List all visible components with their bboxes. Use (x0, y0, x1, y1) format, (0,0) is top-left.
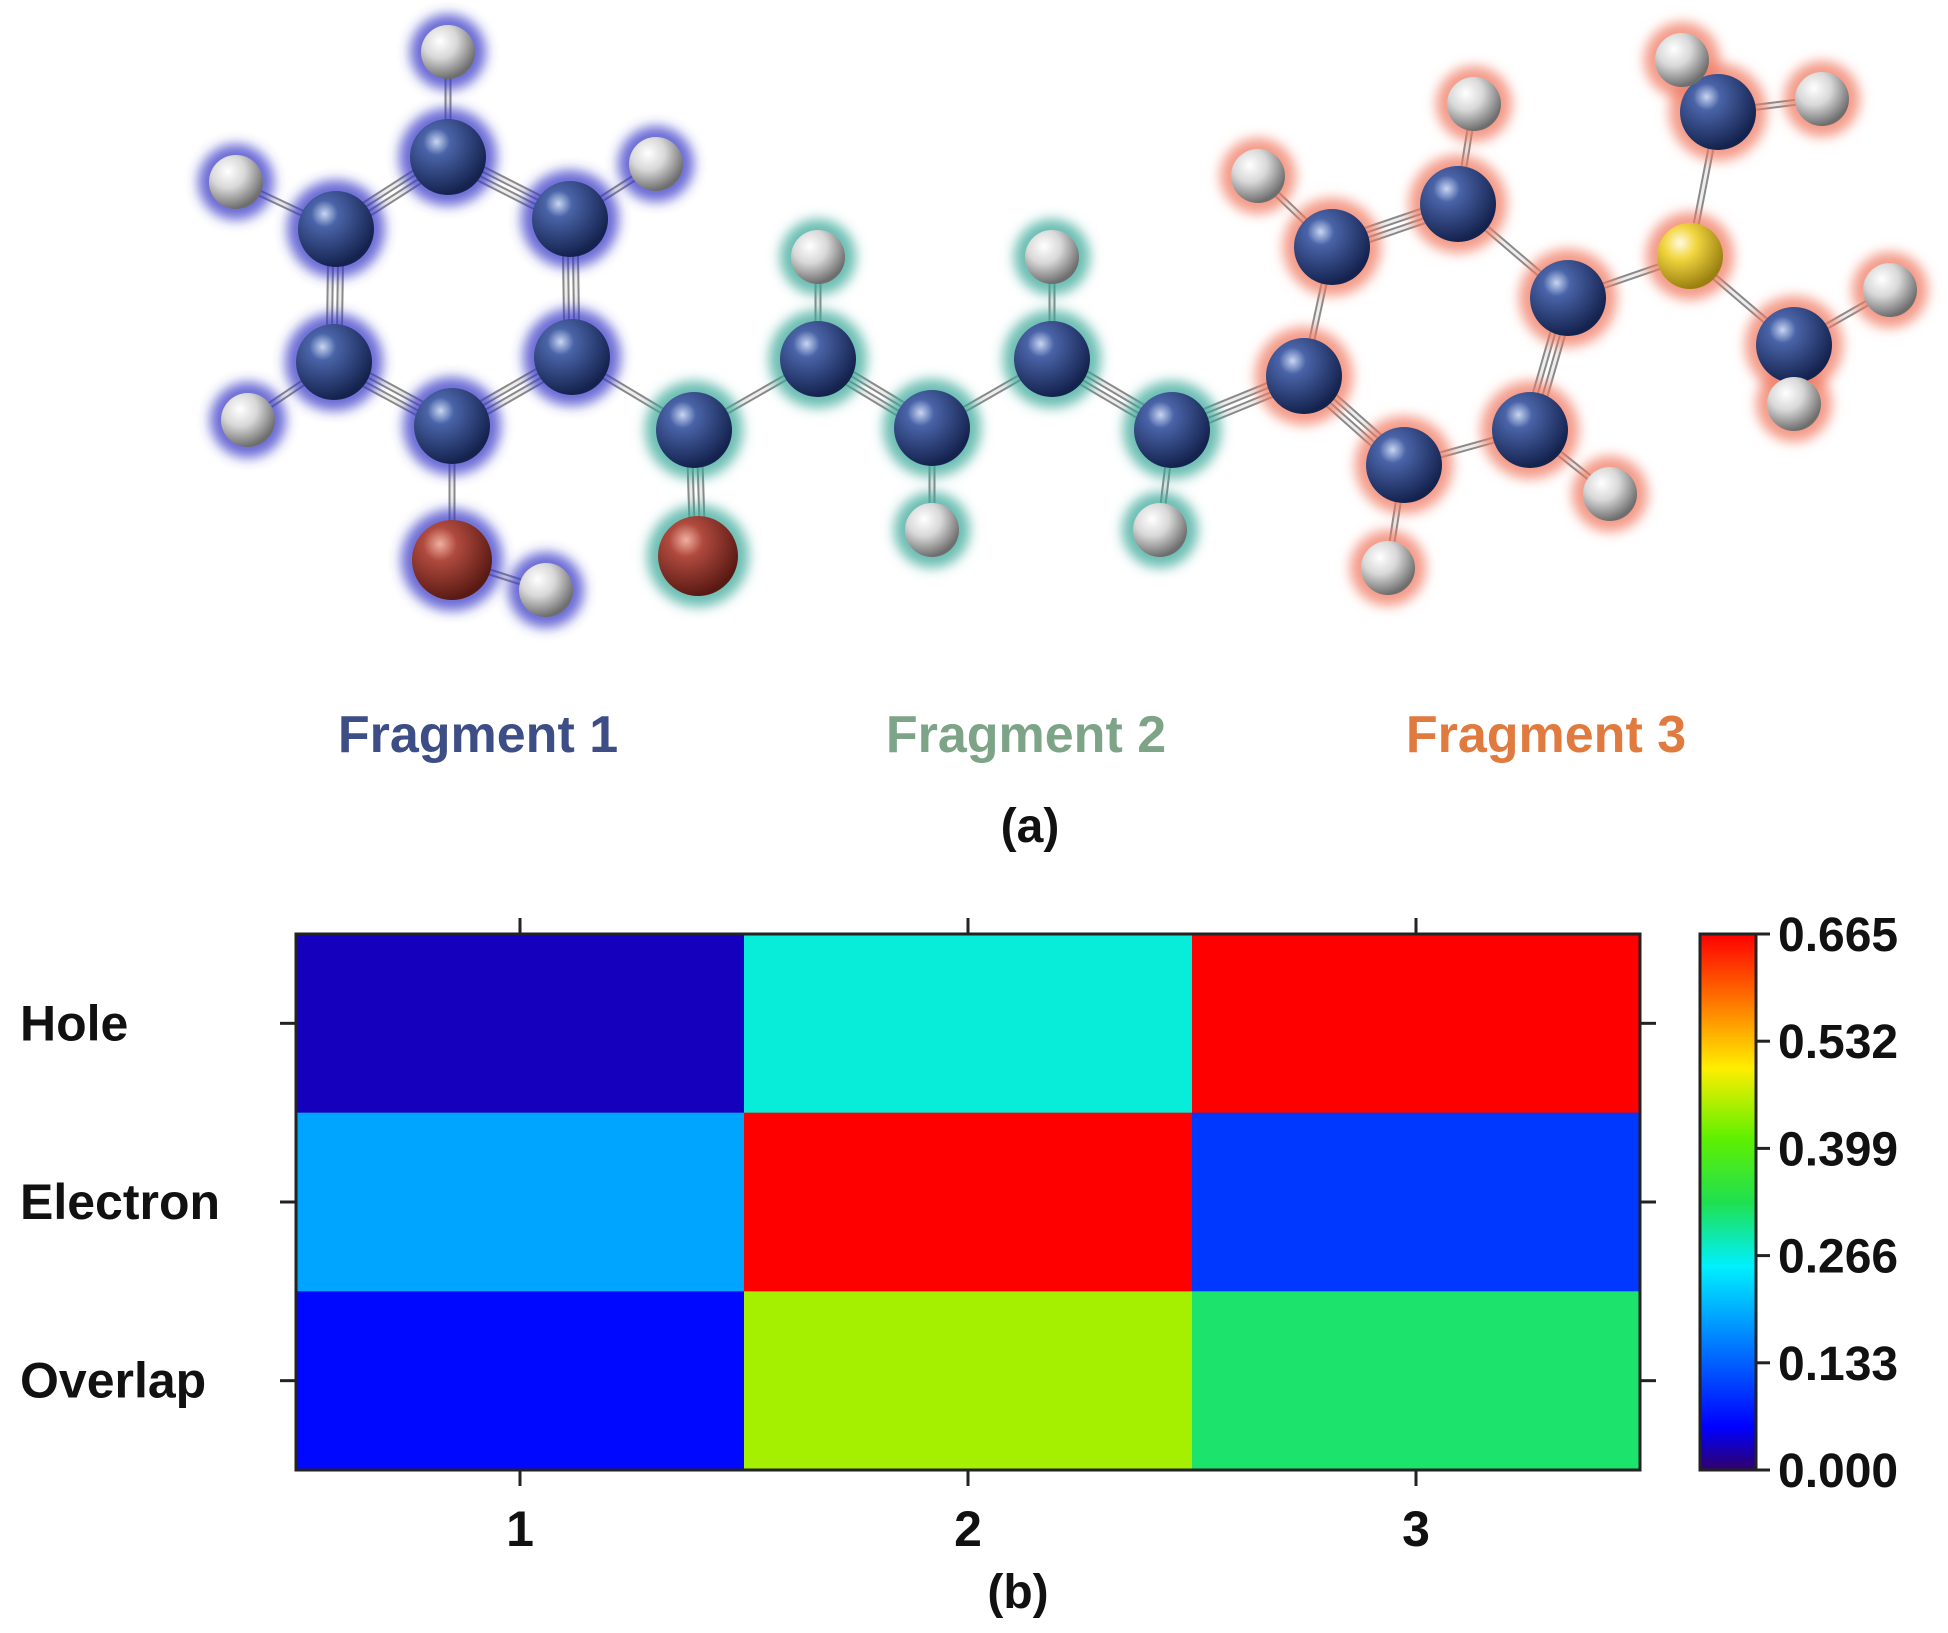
heatmap-cell-overlap-2 (744, 1291, 1193, 1471)
panel-a-caption: (a) (1001, 800, 1060, 853)
colorbar-tick-label: 0.532 (1778, 1016, 1898, 1069)
hydrogen-atom (1863, 263, 1917, 317)
carbon-atom (1266, 338, 1342, 414)
hydrogen-atom (221, 393, 275, 447)
carbon-atom (296, 324, 372, 400)
colorbar-tick-label: 0.399 (1778, 1123, 1898, 1176)
hydrogen-atom (519, 563, 573, 617)
carbon-atom (1492, 392, 1568, 468)
row-label-hole: Hole (20, 995, 128, 1051)
heatmap-cell-hole-1 (296, 934, 745, 1114)
colorbar-gradient (1698, 932, 1758, 1472)
hydrogen-atom (1795, 72, 1849, 126)
carbon-atom (1294, 209, 1370, 285)
hydrogen-atom (1583, 467, 1637, 521)
colorbar-tick-label: 0.665 (1778, 909, 1898, 962)
row-label-overlap: Overlap (20, 1353, 206, 1409)
oxygen-atom (412, 520, 492, 600)
row-label-electron: Electron (20, 1174, 220, 1230)
column-label-2: 2 (954, 1501, 982, 1557)
carbon-atom (298, 191, 374, 267)
carbon-atom (894, 390, 970, 466)
hydrogen-atom (1231, 149, 1285, 203)
oxygen-atom (658, 516, 738, 596)
heatmap-cell-hole-2 (744, 934, 1193, 1114)
hydrogen-atom (629, 137, 683, 191)
heatmap-cell-hole-3 (1192, 934, 1641, 1114)
heatmap-cell-overlap-1 (296, 1291, 745, 1471)
carbon-atom (1680, 74, 1756, 150)
molecule-structure (198, 14, 1928, 628)
colorbar-tick-label: 0.133 (1778, 1338, 1898, 1391)
hydrogen-atom (905, 503, 959, 557)
carbon-atom (1134, 392, 1210, 468)
column-label-1: 1 (506, 1501, 534, 1557)
hydrogen-atom (1447, 77, 1501, 131)
hydrogen-atom (1025, 230, 1079, 284)
heatmap-cell-electron-3 (1192, 1112, 1641, 1292)
carbon-atom (1014, 321, 1090, 397)
carbon-atom (780, 321, 856, 397)
hydrogen-atom (1133, 503, 1187, 557)
colorbar-tick-label: 0.266 (1778, 1231, 1898, 1284)
carbon-atom (534, 319, 610, 395)
heatmap-cell-electron-2 (744, 1112, 1193, 1292)
column-label-3: 3 (1402, 1501, 1430, 1557)
fragment-legend: Fragment 1 Fragment 2 Fragment 3 (338, 706, 1686, 764)
heatmap: Hole Electron Overlap 1 2 3 (20, 918, 1656, 1557)
hydrogen-atom (1655, 33, 1709, 87)
fragment-3-label: Fragment 3 (1406, 706, 1686, 764)
carbon-atom (1530, 260, 1606, 336)
colorbar-tick-label: 0.000 (1778, 1445, 1898, 1498)
fragment-1-label: Fragment 1 (338, 706, 618, 764)
carbon-atom (532, 181, 608, 257)
heatmap-cell-electron-1 (296, 1112, 745, 1292)
colorbar: 0.000 0.133 0.266 0.399 0.532 0.665 (1698, 909, 1898, 1498)
hydrogen-atom (1361, 541, 1415, 595)
hydrogen-atom (1767, 377, 1821, 431)
hydrogen-atom (209, 155, 263, 209)
sulfur-atom (1657, 223, 1723, 289)
carbon-atom (1420, 166, 1496, 242)
carbon-atom (656, 392, 732, 468)
carbon-atom (1366, 427, 1442, 503)
panel-b-caption: (b) (987, 1566, 1048, 1619)
heatmap-cell-overlap-3 (1192, 1291, 1641, 1471)
carbon-atom (1756, 307, 1832, 383)
hydrogen-atom (421, 25, 475, 79)
fragment-2-label: Fragment 2 (886, 706, 1166, 764)
carbon-atom (414, 388, 490, 464)
carbon-atom (410, 119, 486, 195)
hydrogen-atom (791, 230, 845, 284)
